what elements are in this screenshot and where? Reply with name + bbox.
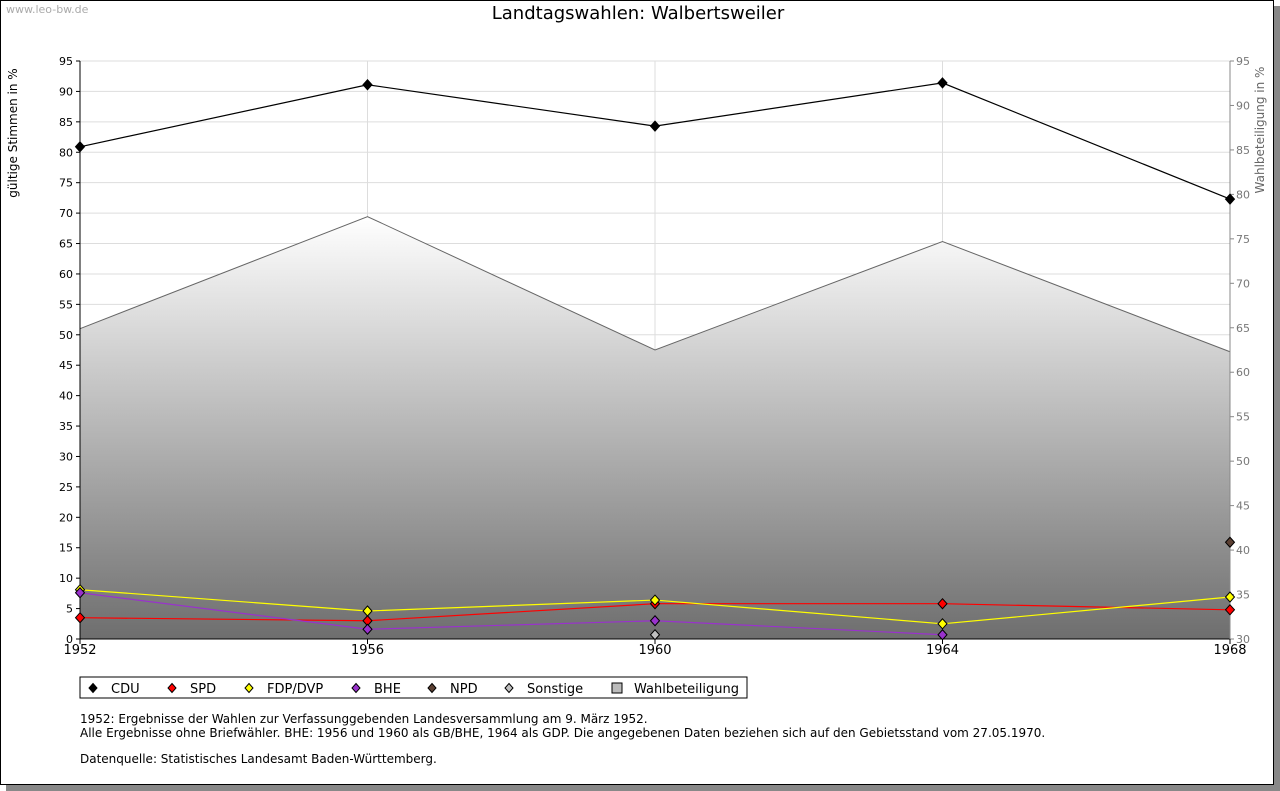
- y-tick-label: 65: [59, 238, 73, 251]
- y2-tick-label: 70: [1236, 277, 1250, 290]
- y2-tick-label: 90: [1236, 99, 1250, 112]
- y-tick-label: 95: [59, 55, 73, 68]
- point-bhe: [937, 628, 948, 641]
- legend-marker-bhe: [351, 682, 361, 694]
- legend-label-cdu: CDU: [111, 682, 140, 697]
- y-tick-label: 25: [59, 481, 73, 494]
- x-tick-label: 1952: [63, 643, 96, 658]
- point-cdu: [937, 77, 948, 89]
- legend-label-spd: SPD: [190, 682, 216, 697]
- legend-marker-cdu: [88, 682, 98, 694]
- area-wahlbeteiligung: [80, 216, 1230, 639]
- point-fdp-dvp: [937, 618, 948, 630]
- series-line-bhe: [79, 592, 943, 636]
- legend-label-bhe: BHE: [374, 682, 401, 697]
- point-spd: [1224, 604, 1236, 616]
- y-tick-label: 75: [59, 177, 73, 190]
- legend-label-fdp-dvp: FDP/DVP: [267, 682, 323, 697]
- x-tick-label: 1956: [351, 643, 384, 658]
- area-line-wahlbeteiligung: [79, 216, 1231, 353]
- point-fdp-dvp: [649, 594, 661, 606]
- point-fdp-dvp: [362, 605, 373, 617]
- y2-tick-label: 45: [1236, 500, 1250, 513]
- y2-tick-label: 60: [1236, 366, 1250, 379]
- legend-marker-npd: [427, 682, 437, 694]
- y-tick-label: 10: [59, 572, 73, 585]
- legend-marker-sonstige: [504, 682, 514, 694]
- y2-tick-label: 80: [1236, 188, 1250, 201]
- y2-tick-label: 30: [1236, 633, 1250, 646]
- y-tick-label: 55: [59, 298, 73, 311]
- point-cdu: [1224, 193, 1236, 205]
- x-tick-label: 1960: [638, 643, 671, 658]
- y2-tick-label: 35: [1236, 589, 1250, 602]
- point-spd: [937, 597, 948, 610]
- point-spd: [74, 611, 86, 624]
- y-tick-label: 45: [59, 359, 73, 372]
- point-bhe: [649, 614, 661, 627]
- note-source: Datenquelle: Statistisches Landesamt Bad…: [80, 752, 437, 766]
- y-tick-label: 60: [59, 268, 73, 281]
- point-npd: [1224, 536, 1236, 549]
- y2-tick-label: 40: [1236, 544, 1250, 557]
- legend-marker-spd: [167, 682, 177, 694]
- point-sonstige: [649, 628, 661, 641]
- y-axis-label: gültige Stimmen in %: [6, 68, 20, 197]
- y-tick-label: 50: [59, 329, 73, 342]
- x-tick-label: 1968: [1213, 643, 1246, 658]
- point-bhe: [74, 587, 86, 599]
- chart-title: Landtagswahlen: Walbertsweiler: [491, 3, 785, 24]
- legend-label-wahlbeteiligung: Wahlbeteiligung: [634, 682, 739, 697]
- point-bhe: [362, 623, 373, 636]
- y-tick-label: 15: [59, 542, 73, 555]
- point-cdu: [362, 78, 373, 91]
- y2-tick-label: 55: [1236, 411, 1250, 424]
- note-briefwaehler: Alle Ergebnisse ohne Briefwähler. BHE: 1…: [80, 726, 1046, 740]
- y-tick-label: 40: [59, 390, 73, 403]
- y-tick-label: 0: [66, 633, 73, 646]
- y2-axis-label: Wahlbeteiligung in %: [1253, 67, 1267, 194]
- legend-label-npd: NPD: [450, 682, 478, 697]
- y-tick-label: 80: [59, 146, 73, 159]
- legend-marker-wahlbeteiligung: [611, 682, 623, 694]
- y-tick-label: 35: [59, 420, 73, 433]
- y-tick-label: 5: [66, 603, 73, 616]
- y-tick-label: 30: [59, 450, 73, 463]
- y2-tick-label: 75: [1236, 233, 1250, 246]
- y-tick-label: 90: [59, 85, 73, 98]
- y2-tick-label: 50: [1236, 455, 1250, 468]
- note-1952: 1952: Ergebnisse der Wahlen zur Verfassu…: [80, 712, 648, 726]
- legend-label-sonstige: Sonstige: [527, 682, 583, 697]
- legend-marker-fdp-dvp: [244, 682, 254, 694]
- x-tick-label: 1964: [926, 643, 959, 658]
- y2-tick-label: 85: [1236, 144, 1250, 157]
- y2-tick-label: 95: [1236, 55, 1250, 68]
- point-cdu: [74, 141, 86, 153]
- y2-tick-label: 65: [1236, 322, 1250, 335]
- legend-box: [79, 676, 748, 699]
- watermark: www.leo-bw.de: [6, 3, 89, 16]
- point-cdu: [649, 120, 661, 132]
- y-tick-label: 70: [59, 207, 73, 220]
- point-fdp-dvp: [1224, 591, 1236, 603]
- y-tick-label: 20: [59, 511, 73, 524]
- y-tick-label: 85: [59, 116, 73, 129]
